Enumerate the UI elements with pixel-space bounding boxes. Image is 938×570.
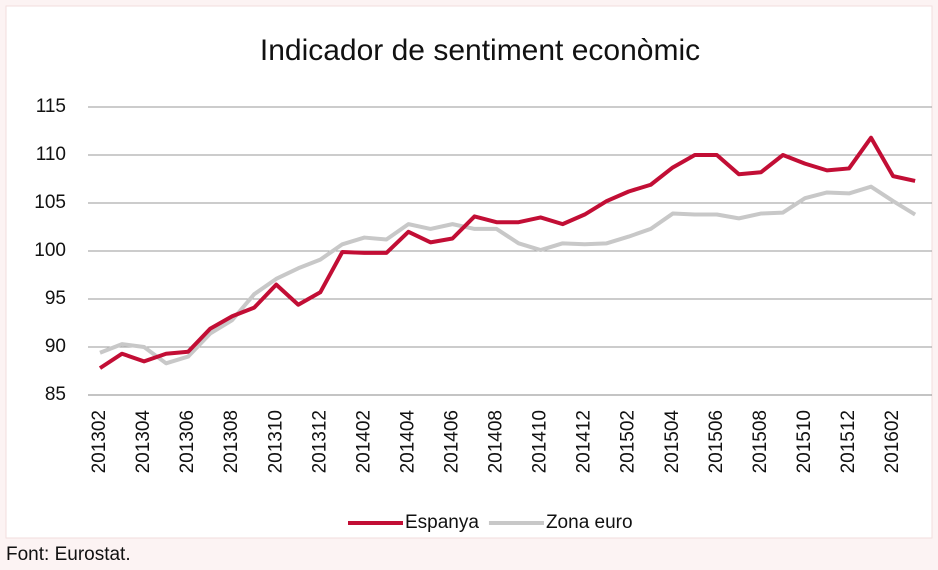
x-tick-label: 201306 [177,410,198,473]
chart-title: Indicador de sentiment econòmic [260,34,700,67]
y-tick-label: 110 [36,144,66,165]
x-tick-label: 201310 [265,410,286,473]
chart-area [5,5,933,539]
y-tick-label: 115 [36,96,66,117]
y-tick-label: 95 [45,288,66,309]
x-tick-label: 201404 [397,410,418,474]
x-tick-label: 201402 [353,410,374,473]
source: Font: Eurostat. [6,544,131,565]
x-tick-label: 201406 [441,410,462,473]
x-tick-label: 201506 [706,410,727,473]
y-tick-label: 90 [45,336,66,357]
y-tick-label: 85 [45,384,66,405]
y-tick-label: 100 [34,240,66,261]
x-tick-label: 201504 [662,410,683,474]
x-tick-label: 201410 [530,410,551,473]
x-tick-label: 201312 [309,410,330,473]
x-tick-label: 201308 [221,410,242,473]
line-series [98,135,916,370]
y-tick-label: 105 [34,192,66,213]
x-tick-label: 201412 [574,410,595,473]
x-tick-label: 201302 [89,410,110,473]
legend-label: Espanya [405,512,479,533]
x-tick-label: 201510 [794,410,815,473]
x-tick-label: 201502 [618,410,639,473]
x-tick-label: 201602 [882,410,903,473]
legend-label: Zona euro [546,512,633,533]
x-tick-label: 201408 [486,410,507,473]
x-tick-label: 201304 [133,410,154,474]
x-tick-label: 201508 [750,410,771,473]
x-tick-label: 201512 [838,410,859,473]
